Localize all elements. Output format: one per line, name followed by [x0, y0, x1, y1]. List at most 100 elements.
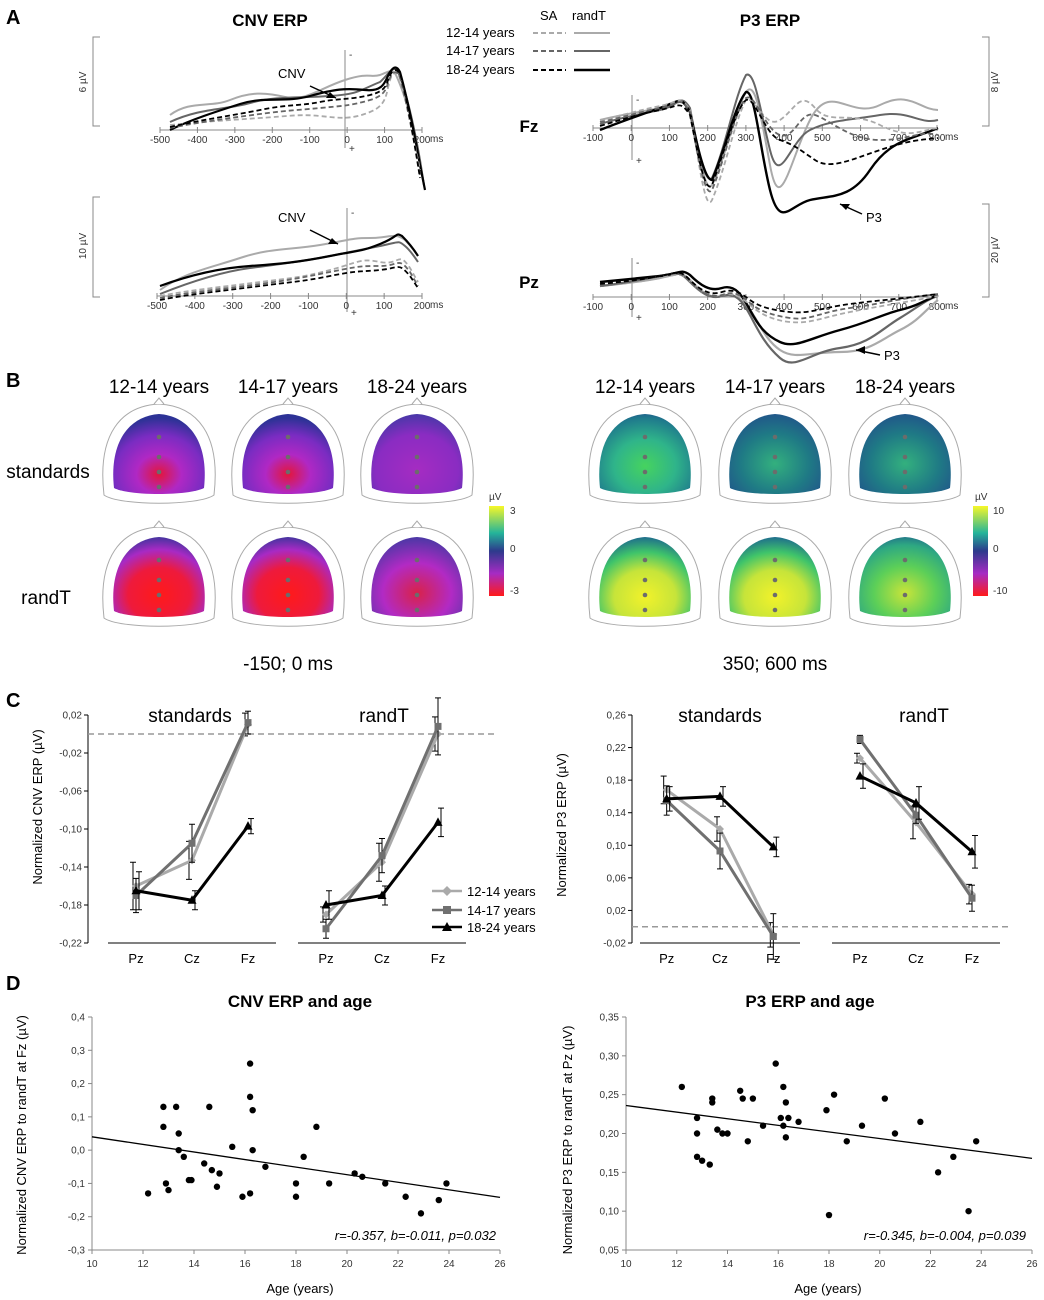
cnv-topomap-standards-1-nose: [153, 397, 165, 405]
erp-pos-sign-p3-pz: +: [636, 313, 642, 324]
legend-randt-header: randT: [572, 8, 606, 23]
erp-xtick-label-p3-pz: -100: [583, 302, 603, 313]
erp-xtick-label-cnv-fz: 0: [344, 135, 350, 146]
line-legend: 12-14 years 14-17 years 18-24 years: [432, 884, 536, 935]
topo-cnv-age-2: 14-17 years: [238, 377, 338, 398]
scale-bar-p3-pz: [982, 203, 990, 298]
cnv-point-standards-2: [188, 839, 196, 847]
cnv-scatter-point: [175, 1146, 182, 1154]
p3-scatter-point: [858, 1122, 866, 1129]
cnv-topomap-standards-3-electrode-3: [414, 469, 420, 475]
p3-topomap-standards-2-electrode-1: [772, 434, 778, 440]
annotation-cnv-pz: CNV: [278, 210, 306, 225]
cnv-scatter-point: [162, 1180, 170, 1187]
p3-topomap-standards-3-electrode-2: [902, 454, 908, 460]
cnv-scatter-xtick-label: 14: [188, 1259, 200, 1270]
cnv-topomap-randt-1-electrode-1: [156, 557, 162, 563]
p3-colorbar-tick-max: 10: [993, 506, 1005, 517]
p3-bar-ytick-label: 0,06: [607, 873, 627, 884]
cnv-topomap-randt-2: [242, 537, 334, 617]
erp-xtick-label-p3-pz: 200: [699, 302, 716, 313]
cnv-topomap-standards-1: [113, 414, 205, 494]
cnv-scatter-ytick-label: 0,0: [71, 1146, 85, 1157]
cnv-topomap-standards-1-electrode-4: [156, 484, 162, 490]
panel-label-c: C: [6, 690, 20, 712]
cnv-topomap-standards-3: [371, 414, 463, 494]
p3-scatter-point: [678, 1083, 686, 1091]
cnv-scatter-xtick-label: 20: [341, 1259, 353, 1270]
erp-xtick-label-p3-fz: 500: [814, 133, 831, 144]
cnv-topomap-randt-2-electrode-3: [285, 592, 291, 598]
cnv-point-standards-3: [131, 885, 141, 895]
cnv-bar-ytick-label: -0,10: [59, 825, 82, 836]
cnv-scatter-point: [249, 1107, 256, 1114]
p3-topomap-standards-2-electrode-3: [772, 469, 778, 475]
p3-point-standards-3: [662, 793, 672, 803]
cnv-scatter-ytick-label: 0,1: [71, 1112, 85, 1123]
cnv-scatter-point: [382, 1180, 389, 1187]
cnv-scatter-xtick-label: 16: [239, 1259, 251, 1270]
erp-xtick-label-cnv-pz: 0: [344, 301, 350, 312]
erp-p3-fz-sa-g3: [599, 99, 939, 188]
p3-scatter-point: [780, 1083, 787, 1091]
legend-group-1: 12-14 years: [446, 25, 515, 40]
p3-bar-xtick-label-randT: Cz: [908, 951, 924, 966]
p3-point-standards-3: [768, 841, 778, 851]
cnv-point-randT-3: [377, 890, 387, 899]
p3-point-randT-3: [967, 846, 977, 856]
erp-p3-pz-sa-g1: [599, 273, 939, 324]
p3-scatter-xtick-label: 10: [620, 1259, 632, 1270]
cnv-scatter-point: [188, 1176, 195, 1184]
cnv-subplot-title-standards: standards: [148, 706, 231, 727]
cnv-topomap-standards-1-electrode-2: [156, 454, 162, 460]
scale-bar-p3-fz: [982, 36, 990, 127]
p3-bar-ytick-label: -0,02: [603, 939, 626, 950]
p3-scatter-point: [825, 1211, 833, 1219]
cnv-scatter-point: [201, 1160, 208, 1167]
cnv-bar-xtick-label-randT: Pz: [318, 951, 333, 966]
cnv-scatter-point: [417, 1210, 425, 1217]
cnv-scatter-point: [402, 1193, 409, 1200]
topo-cnv-window: -150; 0 ms: [243, 654, 333, 675]
cnv-scatter-ylabel-text: Normalized CNV ERP to randT at Fz (µV): [14, 1015, 29, 1255]
cnv-bar-ylabel: Normalized CNV ERP (µV): [30, 729, 45, 884]
erp-xtick-label-cnv-pz: -400: [185, 301, 205, 312]
cnv-bar-ytick-label: -0,02: [59, 749, 82, 760]
cnv-bar-xtick-label-randT: Fz: [431, 951, 445, 966]
erp-p3-pz-sa-g3: [599, 271, 939, 314]
cnv-colorbar-tick-min: -3: [510, 586, 519, 597]
erp-cnv-pz-randt-g2: [159, 241, 419, 295]
p3-scatter-xtick-label: 12: [671, 1259, 683, 1270]
cnv-topomap-randt-1-electrode-4: [156, 607, 162, 613]
erp-xtick-label-p3-pz: 100: [661, 302, 678, 313]
panel-label-b: B: [6, 370, 20, 392]
p3-scatter-point: [706, 1161, 713, 1168]
cnv-topomap-standards-2-electrode-1: [285, 434, 291, 440]
cnv-erp-title: CNV ERP: [232, 11, 308, 30]
cnv-scatter-point: [208, 1166, 216, 1174]
p3-scatter-xtick-label: 26: [1026, 1259, 1038, 1270]
erp-xtick-label-p3-fz: 200: [699, 133, 716, 144]
erp-pos-sign-cnv-pz: +: [351, 308, 357, 319]
cnv-scatter-point: [292, 1180, 300, 1187]
p3-erp-title: P3 ERP: [740, 11, 800, 30]
cnv-topomap-standards-2-electrode-2: [285, 454, 291, 460]
cnv-scatter-point: [325, 1180, 333, 1187]
p3-topomap-standards-2-nose: [769, 397, 781, 405]
p3-scatter-ylabel: Normalized P3 ERP to randT at Pz (µV): [560, 1026, 575, 1255]
cnv-point-randT-1: [322, 910, 330, 919]
cnv-scatter-point: [216, 1170, 223, 1177]
erp-xtick-label-cnv-fz: 100: [376, 135, 393, 146]
cnv-scatter-point: [246, 1190, 254, 1197]
erp-xtick-label-cnv-pz: -300: [223, 301, 243, 312]
p3-scatter-point: [719, 1130, 726, 1137]
erp-xtick-label-cnv-pz: -500: [147, 301, 167, 312]
erp-cnv-fz-sa-g1: [169, 71, 421, 171]
erp-xtick-label-p3-pz: 600: [852, 302, 869, 313]
erp-waveforms: [159, 66, 939, 364]
legend-group-3: 18-24 years: [446, 62, 515, 77]
cnv-point-standards-3: [187, 895, 197, 904]
p3-bar-xtick-label-standards: Cz: [712, 951, 728, 966]
erp-cnv-fz-randt-g1: [169, 70, 425, 186]
cnv-point-standards-2: [132, 892, 140, 899]
